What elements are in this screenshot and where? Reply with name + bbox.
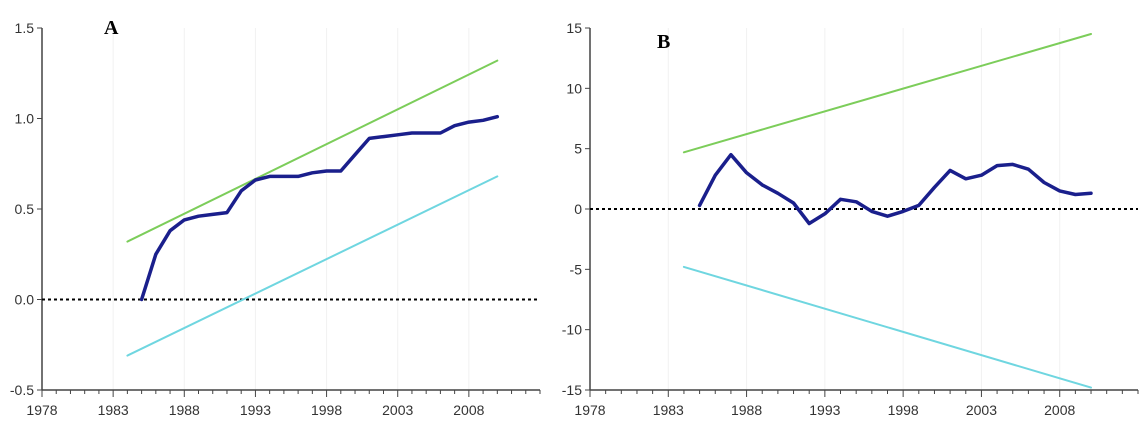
panel-b-y-tick-label: -15	[562, 382, 582, 398]
panel-b-x-tick-label: 1993	[809, 402, 840, 418]
panel-a-x-tick-label: 2003	[382, 402, 413, 418]
panel-b-y-tick-label: 0	[574, 201, 582, 217]
panel-b-lower-bound-line	[682, 265, 1092, 389]
panel-a-x-tick-label: 1978	[26, 402, 57, 418]
panel-b-y-tick-label: -10	[562, 322, 582, 338]
panel-b-y-tick-label: -5	[570, 261, 583, 277]
panel-b-x-tick-label: 2003	[966, 402, 997, 418]
panel-a-x-tick-label: 1988	[169, 402, 200, 418]
panel-b-x-tick-label: 1978	[574, 402, 605, 418]
panel-b-x-tick-label: 2008	[1044, 402, 1075, 418]
panel-b: 15 10 5 0 -5 -10 -15 1978 1983 1988 1993 1998 2003 20…	[562, 20, 1139, 418]
panel-b-x-tick-label: 1988	[731, 402, 762, 418]
panel-a-y-tick-label: 0.0	[15, 292, 35, 308]
panel-a-x-tick-label: 1998	[311, 402, 342, 418]
panel-a-estimate-line	[139, 114, 500, 302]
panel-b-x-tick-label: 1998	[888, 402, 919, 418]
panel-a-label: A	[104, 17, 119, 39]
panel-b-x-tick-label: 1983	[653, 402, 684, 418]
panel-a-y-tick-label: 1.0	[15, 111, 35, 127]
panel-b-y-tick-label: 10	[566, 80, 582, 96]
panel-b-upper-bound-line	[682, 33, 1092, 154]
panel-b-y-tick-label: 5	[574, 141, 582, 157]
panel-a-lower-bound-line	[126, 175, 499, 357]
panel-b-label: B	[657, 31, 670, 53]
panel-a-y-tick-label: -0.5	[10, 382, 34, 398]
panel-b-y-tick-label: 15	[566, 20, 582, 36]
panel-a: 1.5 1.0 0.5 0.0 -0.5 1978 1983 1988 1993 1998 2003…	[10, 17, 541, 418]
panel-a-x-tick-label: 1993	[240, 402, 271, 418]
panel-a-y-tick-label: 1.5	[15, 20, 35, 36]
panel-b-estimate-line	[697, 152, 1093, 226]
panel-a-upper-bound-line	[126, 59, 499, 243]
panel-a-x-tick-label: 2008	[453, 402, 484, 418]
panel-a-y-tick-label: 0.5	[15, 201, 35, 217]
panel-a-x-tick-label: 1983	[98, 402, 129, 418]
